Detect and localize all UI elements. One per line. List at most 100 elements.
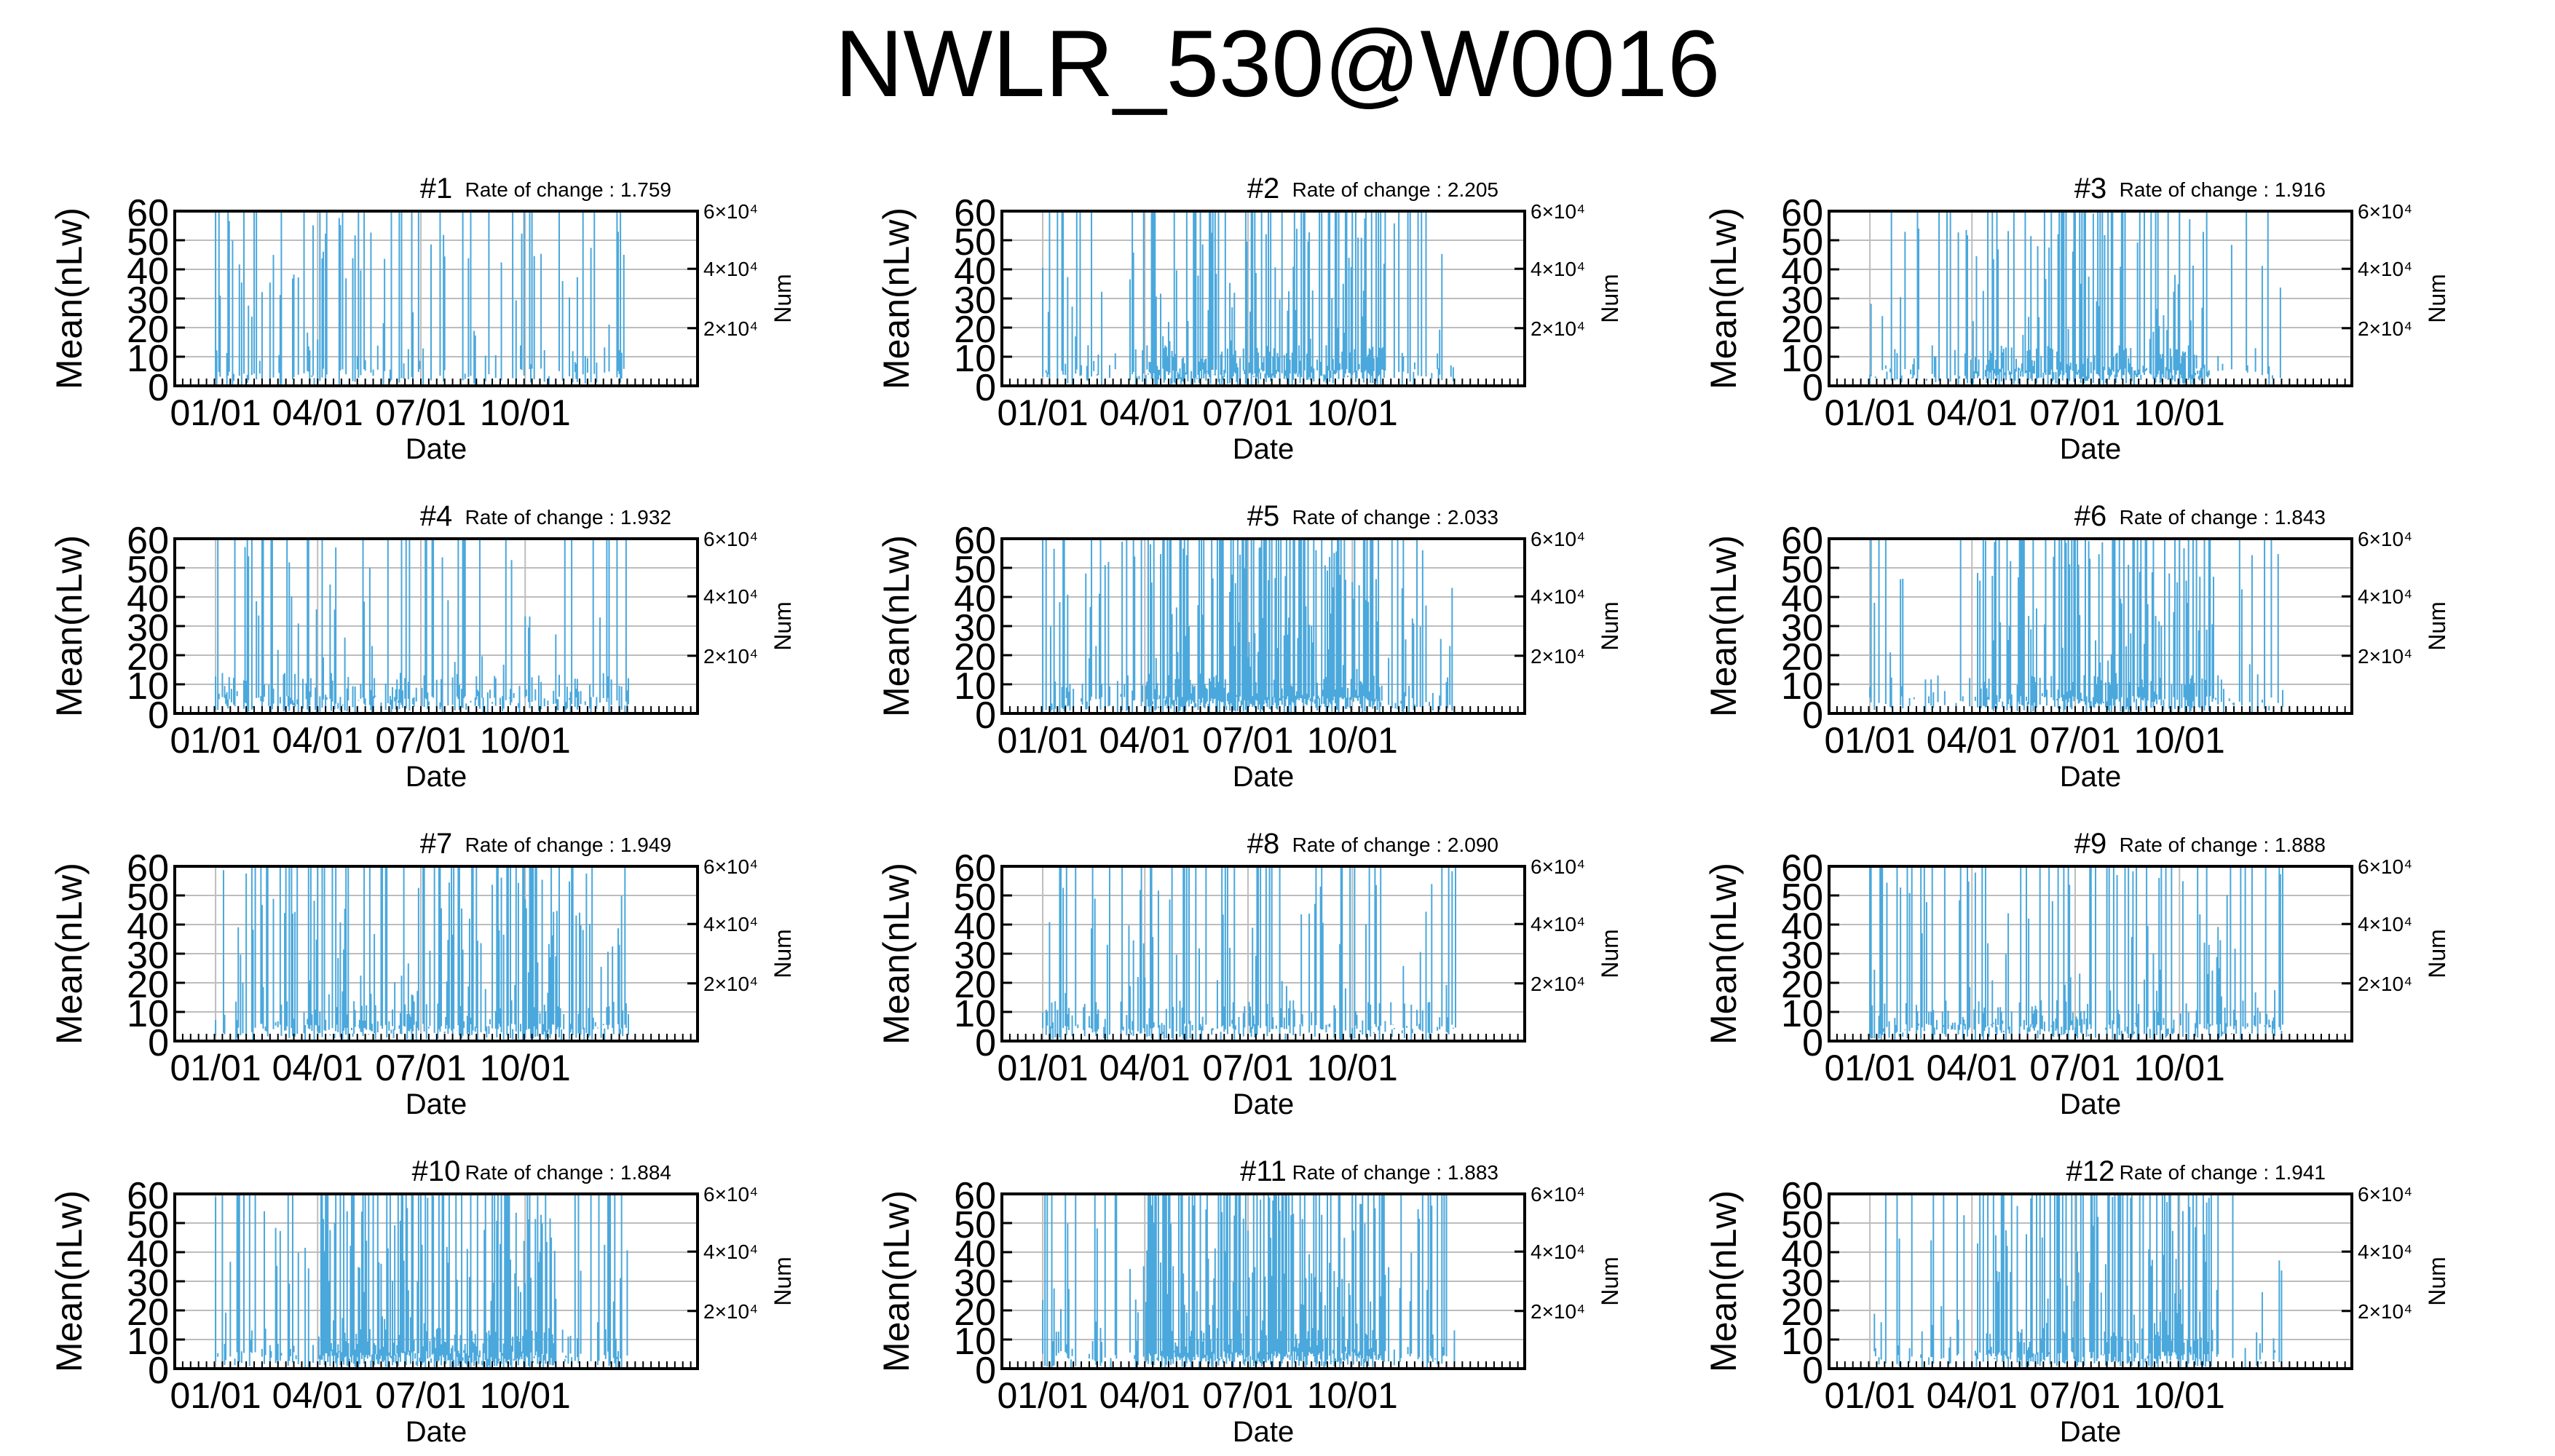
y-tick-label: 10 [127, 1321, 169, 1363]
chart-title: #12 [2066, 1155, 2115, 1187]
y-tick-label: 40 [1781, 1233, 1823, 1275]
y-tick-label: 0 [148, 695, 169, 737]
y2-tick-label: 2×10⁴ [2358, 973, 2412, 995]
y-axis-label: Mean(nLw) [876, 1190, 917, 1372]
y-tick-label: 0 [975, 1022, 996, 1064]
y-tick-label: 60 [127, 520, 169, 562]
y-tick-label: 0 [1802, 367, 1823, 409]
y-tick-label: 20 [127, 964, 169, 1006]
y-tick-label: 40 [127, 250, 169, 293]
chart-title: #6 [2074, 500, 2107, 532]
y-axis-label: Mean(nLw) [49, 1190, 90, 1372]
y-tick-label: 60 [1781, 847, 1823, 890]
y-tick-label: 40 [1781, 906, 1823, 948]
y2-tick-label: 6×10⁴ [2358, 855, 2412, 878]
page-title: NWLR_530@W0016 [834, 10, 1721, 116]
rate-of-change-label: Rate of change : 1.884 [465, 1161, 671, 1184]
y-tick-label: 20 [127, 1291, 169, 1334]
y-tick-label: 60 [954, 520, 996, 562]
x-tick-label: 04/01 [1927, 720, 2018, 761]
y-tick-label: 60 [954, 1175, 996, 1217]
y-tick-label: 10 [954, 338, 996, 380]
y-tick-label: 10 [127, 665, 169, 708]
x-axis-label: Date [1233, 1088, 1295, 1120]
y-tick-label: 0 [975, 1350, 996, 1392]
x-tick-label: 01/01 [998, 1048, 1089, 1088]
x-tick-label: 10/01 [1307, 392, 1398, 433]
y2-axis-label: Num [770, 1257, 796, 1306]
x-axis-label: Date [1233, 1416, 1295, 1448]
y-tick-label: 60 [1781, 1175, 1823, 1217]
y-tick-label: 10 [954, 665, 996, 708]
x-tick-label: 04/01 [272, 720, 363, 761]
y-tick-label: 10 [1781, 338, 1823, 380]
y-tick-label: 40 [1781, 250, 1823, 293]
y-tick-label: 40 [1781, 578, 1823, 620]
x-tick-label: 07/01 [2029, 720, 2120, 761]
y2-tick-label: 4×10⁴ [703, 585, 758, 608]
x-tick-label: 04/01 [1099, 1048, 1190, 1088]
y2-axis-label: Num [770, 601, 796, 651]
y-tick-label: 20 [1781, 1291, 1823, 1334]
rate-of-change-label: Rate of change : 2.090 [1292, 834, 1498, 856]
chart-title: #10 [412, 1155, 461, 1187]
y2-tick-label: 4×10⁴ [1531, 913, 1585, 935]
y-tick-label: 20 [1781, 309, 1823, 351]
chart-title: #7 [420, 828, 453, 860]
x-tick-label: 07/01 [375, 1048, 466, 1088]
y-tick-label: 50 [127, 549, 169, 591]
y-tick-label: 20 [127, 309, 169, 351]
x-tick-label: 07/01 [1202, 1048, 1293, 1088]
y-tick-label: 30 [1781, 280, 1823, 322]
y2-tick-label: 2×10⁴ [703, 645, 758, 668]
y-tick-label: 60 [1781, 520, 1823, 562]
x-tick-label: 01/01 [170, 720, 261, 761]
y-tick-label: 50 [954, 549, 996, 591]
x-tick-label: 07/01 [375, 1375, 466, 1416]
y-tick-label: 20 [954, 964, 996, 1006]
y-tick-label: 40 [127, 1233, 169, 1275]
x-axis-label: Date [2060, 433, 2122, 465]
y2-tick-label: 6×10⁴ [1531, 1183, 1585, 1206]
y-tick-label: 40 [954, 250, 996, 293]
y-tick-label: 20 [1781, 636, 1823, 678]
y-tick-label: 60 [127, 1175, 169, 1217]
y-tick-label: 50 [1781, 221, 1823, 264]
y-tick-label: 30 [127, 280, 169, 322]
y2-tick-label: 4×10⁴ [1531, 1241, 1585, 1263]
x-axis-label: Date [1233, 433, 1295, 465]
rate-of-change-label: Rate of change : 1.883 [1292, 1161, 1498, 1184]
y-tick-label: 50 [954, 221, 996, 264]
x-axis-label: Date [406, 1088, 467, 1120]
x-tick-label: 04/01 [1099, 1375, 1190, 1416]
y-tick-label: 0 [148, 1350, 169, 1392]
x-tick-label: 10/01 [2134, 720, 2225, 761]
y-tick-label: 0 [148, 1022, 169, 1064]
y-tick-label: 30 [127, 1262, 169, 1305]
y-axis-label: Mean(nLw) [876, 207, 917, 389]
y2-tick-label: 2×10⁴ [2358, 1300, 2412, 1323]
x-tick-label: 04/01 [1099, 392, 1190, 433]
y2-tick-label: 4×10⁴ [2358, 913, 2412, 935]
y-axis-label: Mean(nLw) [49, 535, 90, 717]
rate-of-change-label: Rate of change : 1.916 [2120, 178, 2326, 201]
y2-tick-label: 6×10⁴ [2358, 1183, 2412, 1206]
x-tick-label: 04/01 [1927, 392, 2018, 433]
x-tick-label: 07/01 [2029, 392, 2120, 433]
y2-tick-label: 2×10⁴ [1531, 973, 1585, 995]
x-tick-label: 07/01 [375, 392, 466, 433]
y-tick-label: 30 [954, 607, 996, 649]
y-tick-label: 50 [1781, 549, 1823, 591]
y-tick-label: 0 [1802, 1022, 1823, 1064]
x-tick-label: 10/01 [480, 1048, 571, 1088]
x-tick-label: 10/01 [480, 720, 571, 761]
x-tick-label: 07/01 [1202, 1375, 1293, 1416]
y-tick-label: 30 [954, 280, 996, 322]
